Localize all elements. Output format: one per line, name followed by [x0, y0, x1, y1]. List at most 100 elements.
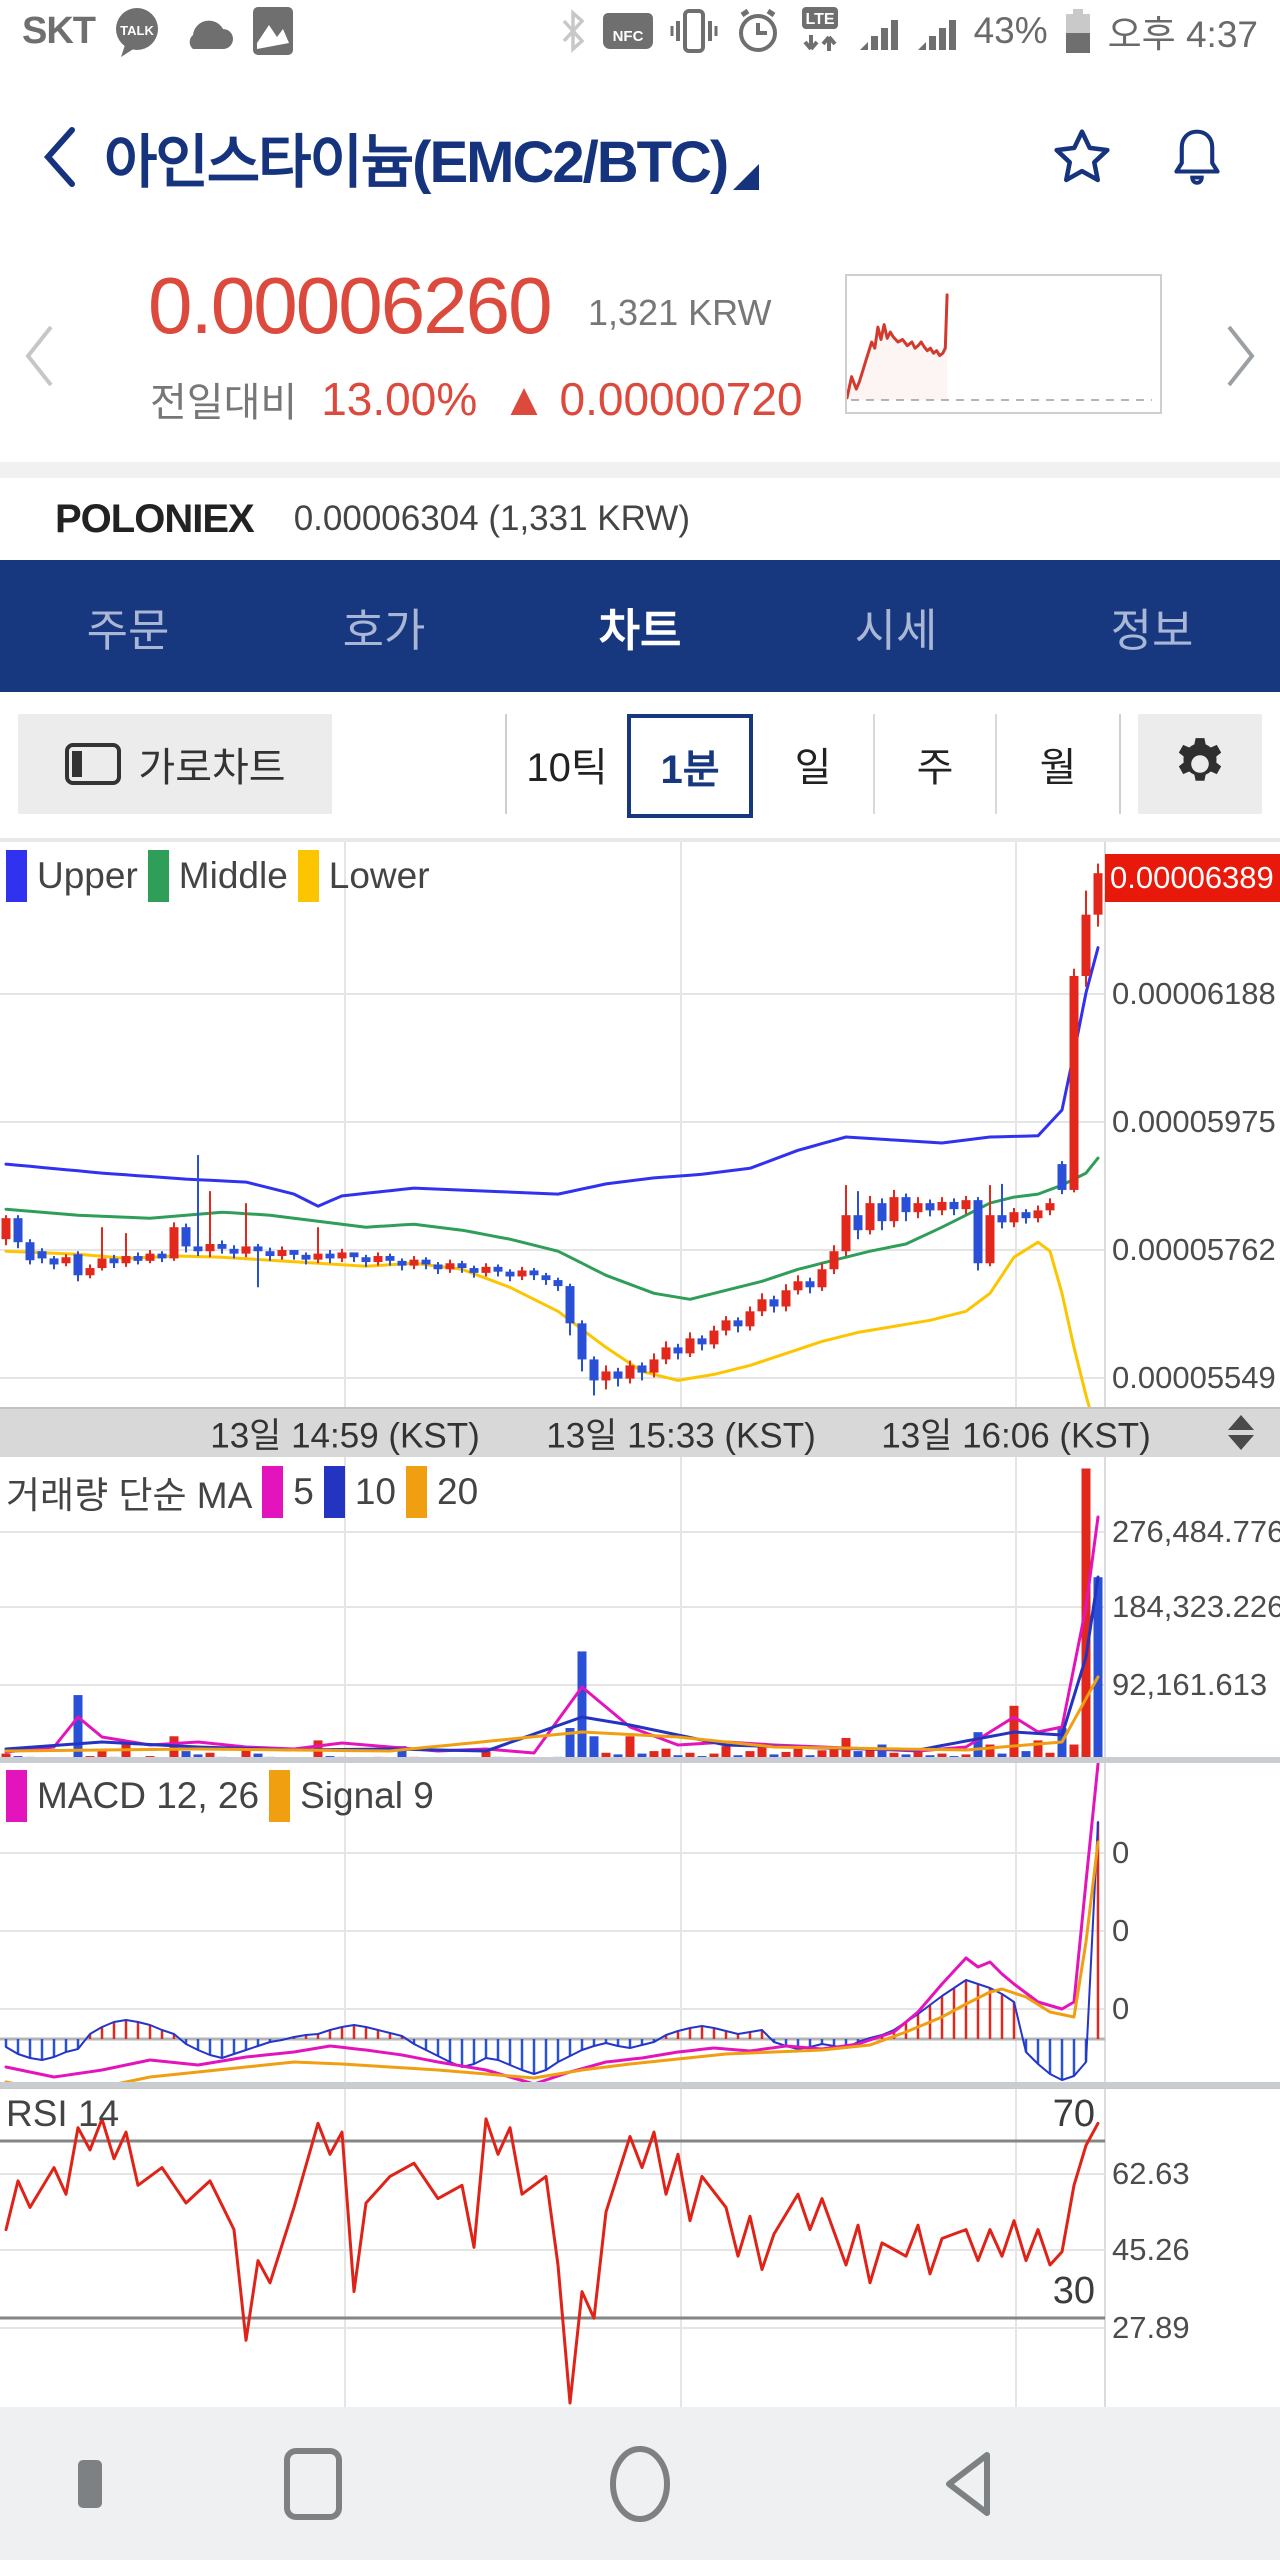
rsi-axis-label: 45.26 [1112, 2232, 1190, 2267]
tab-info[interactable]: 정보 [1110, 604, 1194, 656]
interval-day[interactable]: 일 [753, 714, 875, 814]
back-icon[interactable] [941, 2449, 993, 2519]
section-divider [0, 462, 1280, 478]
ma5-label: 5 [293, 1471, 314, 1512]
time-label: 13일 16:06 (KST) [881, 1416, 1151, 1456]
lte-icon: LTE [801, 7, 838, 51]
cloud-icon [189, 20, 233, 49]
pane-separator[interactable] [0, 1757, 1280, 1763]
page-title[interactable]: 아인스타이늄(EMC2/BTC) [104, 130, 729, 195]
exchange-row: POLONIEX 0.00006304 (1,331 KRW) [0, 478, 1280, 560]
chart-settings-button[interactable] [1138, 714, 1262, 814]
time-axis-bar: 13일 14:59 (KST) 13일 15:33 (KST) 13일 16:0… [0, 1407, 1280, 1457]
price-axis-label: 0.00005975 [1112, 1104, 1276, 1139]
rsi-axis-label: 62.63 [1112, 2156, 1190, 2191]
signal-label: Signal 9 [300, 1775, 434, 1816]
nfc-icon: NFC [602, 13, 653, 49]
lower-band-swatch [297, 850, 319, 902]
recent-apps-icon[interactable] [283, 2447, 343, 2521]
interval-10tick[interactable]: 10틱 [507, 714, 629, 814]
change-absolute: ▲ 0.00000720 [501, 373, 803, 425]
exchange-price: 0.00006304 (1,331 KRW) [293, 499, 690, 538]
change-label: 전일대비 [150, 381, 298, 425]
status-bar: SKT TALK NFC LTE 43% 오후 4:37 [0, 0, 1280, 62]
tab-orderbook[interactable]: 호가 [342, 604, 426, 656]
tab-quotes[interactable]: 시세 [854, 604, 938, 656]
expand-collapse-arrows-icon[interactable] [1228, 1415, 1254, 1450]
price-chart-pane[interactable]: Upper Middle Lower 0.00006389 0.00006188… [0, 838, 1280, 1407]
signal-icon [917, 20, 956, 50]
android-nav-bar [0, 2407, 1280, 2560]
volume-legend: 거래량 단순 MA 5 10 20 [6, 1465, 478, 1519]
macd-chart-pane[interactable]: MACD 12, 26 Signal 9 0 0 0 [0, 1762, 1280, 2087]
tab-chart[interactable]: 차트 [598, 604, 682, 656]
ma10-swatch [323, 1466, 345, 1518]
landscape-phone-icon [65, 743, 122, 785]
upper-band-swatch [6, 850, 27, 902]
volume-axis-label: 92,161.613 [1112, 1667, 1268, 1702]
rsi-legend-label: RSI 14 [6, 2093, 120, 2134]
alarm-icon [738, 8, 777, 52]
hide-handle-icon[interactable] [77, 2459, 103, 2509]
price-value: 0.00006260 [148, 261, 553, 350]
bell-icon[interactable] [1168, 125, 1226, 189]
battery-percent: 43% [973, 10, 1048, 51]
volume-legend-title: 거래량 단순 MA [6, 1475, 253, 1516]
landscape-chart-button[interactable]: 가로차트 [18, 714, 332, 814]
price-chart[interactable] [0, 842, 1280, 1407]
interval-week[interactable]: 주 [875, 714, 997, 814]
volume-axis-label: 276,484.776 [1112, 1514, 1280, 1549]
interval-month[interactable]: 월 [997, 714, 1119, 814]
back-icon[interactable] [40, 126, 78, 188]
lower-band-label: Lower [328, 855, 430, 896]
volume-chart[interactable] [0, 1457, 1280, 1762]
macd-axis-label: 0 [1112, 1991, 1130, 2026]
ma5-swatch [262, 1466, 284, 1518]
battery-icon [1065, 9, 1090, 53]
macd-chart[interactable] [0, 1762, 1280, 2087]
signal-icon [859, 20, 898, 50]
rsi-chart-pane[interactable]: RSI 14 70 30 62.63 45.26 27.89 [0, 2087, 1280, 2407]
time-label: 13일 15:33 (KST) [546, 1416, 816, 1456]
rsi-chart[interactable] [0, 2089, 1280, 2407]
home-icon[interactable] [609, 2445, 671, 2523]
ma20-label: 20 [437, 1471, 479, 1512]
volume-axis-label: 184,323.226 [1112, 1589, 1280, 1624]
volume-chart-pane[interactable]: 거래량 단순 MA 5 10 20 276,484.776 184,323.22… [0, 1457, 1280, 1762]
price-section: 0.00006260 1,321 KRW 전일대비 13.00% ▲ 0.000… [0, 252, 1280, 462]
price-axis-label: 0.00005549 [1112, 1360, 1276, 1395]
svg-text:TALK: TALK [120, 23, 154, 38]
header: 아인스타이늄(EMC2/BTC) [0, 62, 1280, 252]
macd-swatch [6, 1770, 27, 1822]
interval-1min[interactable]: 1분 [627, 714, 753, 818]
landscape-chart-label: 가로차트 [138, 746, 286, 790]
time-label: 13일 14:59 (KST) [210, 1416, 480, 1456]
ma20-swatch [406, 1466, 427, 1518]
bollinger-legend: Upper Middle Lower [6, 850, 430, 902]
change-row: 전일대비 13.00% ▲ 0.00000720 [150, 370, 803, 428]
status-right: NFC LTE 43% 오후 4:37 [560, 4, 1258, 58]
price-axis-label: 0.00006188 [1112, 976, 1276, 1011]
tab-order[interactable]: 주문 [86, 604, 170, 656]
rsi-axis-label: 27.89 [1112, 2310, 1190, 2345]
carrier-label: SKT [22, 9, 96, 52]
next-pair-chevron[interactable] [1224, 322, 1258, 390]
ma10-label: 10 [354, 1471, 396, 1512]
star-icon[interactable] [1050, 125, 1114, 189]
vibrate-icon [670, 9, 718, 53]
prev-pair-chevron[interactable] [22, 322, 56, 390]
pane-separator[interactable] [0, 2082, 1280, 2088]
up-arrow-icon: ▲ [501, 373, 547, 425]
rsi-legend: RSI 14 [6, 2093, 119, 2135]
svg-text:LTE: LTE [805, 11, 834, 28]
macd-axis-label: 0 [1112, 1913, 1130, 1948]
bluetooth-icon [562, 9, 585, 53]
chart-toolbar: 가로차트 10틱 1분 일 주 월 [0, 692, 1280, 838]
clock-label: 오후 4:37 [1107, 14, 1258, 55]
signal-swatch [269, 1770, 291, 1822]
title-dropdown-icon[interactable] [733, 164, 760, 190]
price-krw: 1,321 KRW [588, 292, 772, 333]
current-price-label: 0.00006389 [1105, 854, 1280, 902]
macd-label: MACD 12, 26 [37, 1775, 260, 1816]
